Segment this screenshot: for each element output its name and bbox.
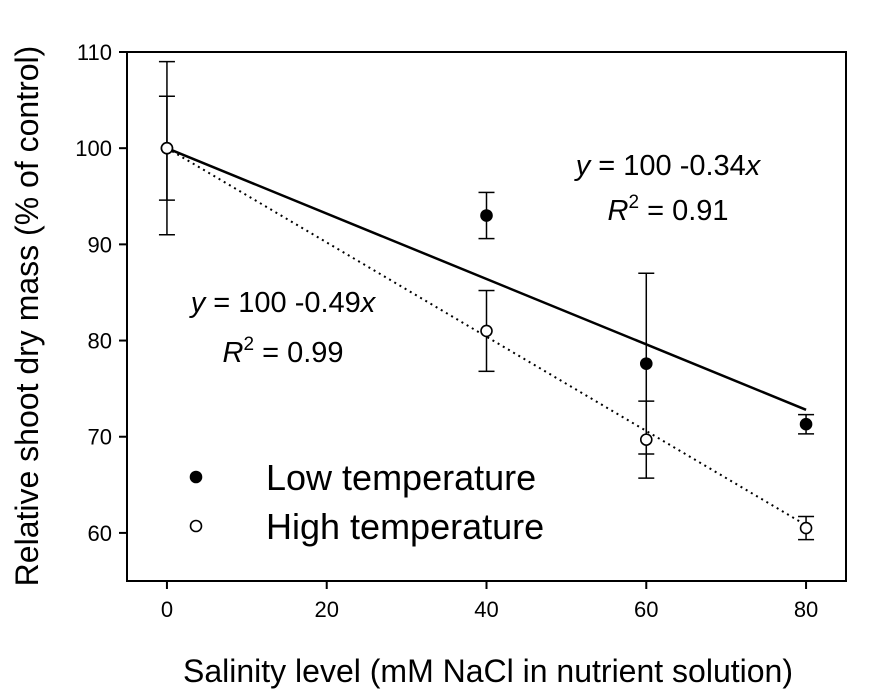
x-axis-ticks: 0 20 40 60 80 bbox=[161, 581, 818, 622]
y-tick-label-60: 60 bbox=[88, 521, 112, 546]
y-axis-ticks: 60 70 80 90 100 110 bbox=[75, 40, 127, 546]
legend-marker-low-temperature bbox=[189, 470, 203, 484]
low-temp-equation-text: y = 100 -0.34x bbox=[574, 150, 762, 182]
x-tick-label-60: 60 bbox=[634, 597, 658, 622]
y-tick-label-70: 70 bbox=[88, 425, 112, 450]
low-temp-r2-text: R2 = 0.91 bbox=[607, 192, 728, 227]
high-temp-r2-text: R2 = 0.99 bbox=[222, 334, 343, 369]
fit-line-high-temperature bbox=[166, 147, 807, 527]
y-tick-label-100: 100 bbox=[75, 136, 112, 161]
point-low-temperature-80 bbox=[799, 417, 813, 431]
data-markers bbox=[160, 141, 813, 535]
legend-marker-high-temperature bbox=[189, 519, 203, 533]
x-tick-label-20: 20 bbox=[314, 597, 338, 622]
fit-lines bbox=[166, 147, 807, 527]
y-tick-label-110: 110 bbox=[77, 40, 112, 65]
high-temp-equation-text: y = 100 -0.49x bbox=[189, 287, 377, 319]
point-high-temperature-40 bbox=[480, 324, 493, 338]
point-low-temperature-60 bbox=[639, 357, 653, 370]
legend-label-high-temperature: High temperature bbox=[266, 506, 544, 547]
fit-line-low-temperature bbox=[166, 147, 807, 411]
x-tick-label-40: 40 bbox=[474, 597, 498, 622]
x-axis-title: Salinity level (mM NaCl in nutrient solu… bbox=[183, 653, 793, 689]
x-tick-label-80: 80 bbox=[794, 597, 818, 622]
y-axis-title: Relative shoot dry mass (% of control) bbox=[9, 46, 45, 587]
y-tick-label-90: 90 bbox=[88, 232, 112, 257]
point-high-temperature-60 bbox=[639, 433, 653, 446]
point-high-temperature-0 bbox=[160, 141, 174, 155]
point-high-temperature-80 bbox=[799, 521, 813, 535]
x-tick-label-0: 0 bbox=[161, 597, 173, 622]
y-tick-label-80: 80 bbox=[88, 329, 112, 354]
point-low-temperature-40 bbox=[480, 209, 493, 222]
low-temp-equation: y = 100 -0.34x R2 = 0.91 bbox=[574, 150, 762, 227]
high-temp-equation: y = 100 -0.49x R2 = 0.99 bbox=[189, 287, 377, 369]
legend-label-low-temperature: Low temperature bbox=[266, 457, 536, 498]
legend: Low temperature High temperature bbox=[189, 457, 544, 547]
